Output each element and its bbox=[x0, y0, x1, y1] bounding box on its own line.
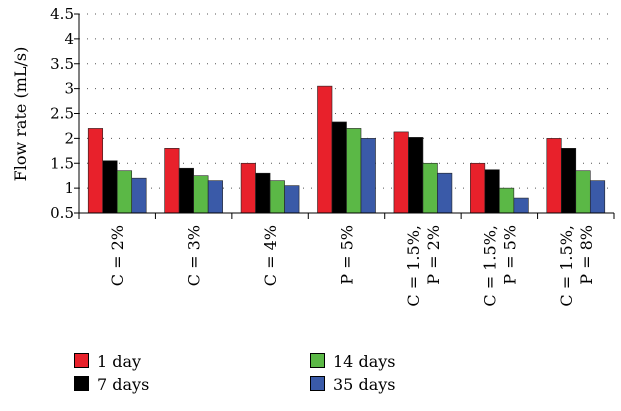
x-tick-label: P = 2% bbox=[424, 225, 443, 285]
bar bbox=[131, 177, 147, 214]
x-tick-label: P = 5% bbox=[338, 225, 357, 285]
y-tick-label: 4.5 bbox=[50, 5, 74, 23]
axes bbox=[74, 13, 615, 219]
bar bbox=[346, 128, 362, 214]
bar bbox=[546, 138, 562, 214]
legend-swatch bbox=[310, 376, 325, 391]
x-tick-label: C = 1.5%, bbox=[557, 225, 576, 307]
y-tick-label: 4 bbox=[64, 30, 74, 48]
legend-swatch bbox=[74, 376, 89, 391]
bar bbox=[240, 162, 256, 214]
bar bbox=[255, 172, 271, 214]
bar bbox=[207, 180, 223, 214]
x-tick-label: C = 4% bbox=[261, 225, 280, 286]
bar bbox=[499, 187, 515, 214]
y-tick-label: 1 bbox=[64, 179, 74, 197]
bar bbox=[164, 148, 180, 214]
legend-swatch bbox=[310, 353, 325, 368]
legend-label: 7 days bbox=[97, 375, 150, 394]
bar bbox=[575, 170, 591, 214]
bar bbox=[269, 180, 285, 214]
legend-label: 14 days bbox=[333, 352, 396, 371]
legend-label: 35 days bbox=[333, 375, 396, 394]
bar bbox=[437, 172, 453, 214]
x-tick-label: P = 5% bbox=[500, 225, 519, 285]
x-tick-label: C = 3% bbox=[185, 225, 204, 286]
bar bbox=[408, 137, 424, 214]
bar bbox=[116, 170, 133, 214]
bar-chart: 0.5 1 1.5 2 2.5 3 3.5 4 4.5 C = 2% C = 3% C = 4% P … bbox=[11, 5, 615, 307]
bar bbox=[360, 138, 376, 214]
y-tick-label: 2 bbox=[64, 129, 74, 147]
bar bbox=[422, 162, 438, 214]
legend-swatch bbox=[74, 353, 89, 368]
bars bbox=[87, 85, 606, 214]
bar bbox=[560, 148, 577, 214]
y-tick-label: 1.5 bbox=[50, 154, 74, 172]
x-tick-label: C = 1.5%, bbox=[404, 225, 423, 307]
x-tick-label: C = 2% bbox=[108, 225, 127, 286]
y-tick-labels: 0.5 1 1.5 2 2.5 3 3.5 4 4.5 bbox=[50, 5, 74, 222]
bar bbox=[87, 128, 104, 214]
bar bbox=[331, 121, 347, 214]
x-tick-label: C = 1.5%, bbox=[480, 225, 499, 307]
y-tick-label: 2.5 bbox=[50, 105, 74, 123]
bar bbox=[102, 160, 118, 214]
bar bbox=[470, 162, 486, 214]
y-tick-label: 3 bbox=[64, 80, 74, 98]
legend-item: 7 days bbox=[74, 375, 149, 395]
legend-item: 14 days bbox=[310, 352, 395, 372]
x-tick-labels: C = 2% C = 3% C = 4% P = 5% C = 1.5%, P = 2% C… bbox=[108, 225, 596, 307]
bar bbox=[589, 180, 606, 214]
y-axis-label: Flow rate (mL/s) bbox=[11, 47, 30, 182]
bar bbox=[178, 167, 194, 214]
bar bbox=[484, 169, 500, 214]
y-tick-label: 3.5 bbox=[50, 55, 74, 73]
bar bbox=[513, 197, 529, 214]
bar bbox=[284, 185, 300, 214]
y-tick-label: 0.5 bbox=[50, 204, 74, 222]
legend-item: 35 days bbox=[310, 375, 395, 395]
bar bbox=[317, 85, 333, 214]
bar bbox=[393, 131, 409, 214]
legend-item: 1 day bbox=[74, 352, 141, 372]
legend-label: 1 day bbox=[97, 352, 142, 371]
x-tick-label: P = 8% bbox=[577, 225, 596, 285]
bar bbox=[193, 175, 209, 214]
